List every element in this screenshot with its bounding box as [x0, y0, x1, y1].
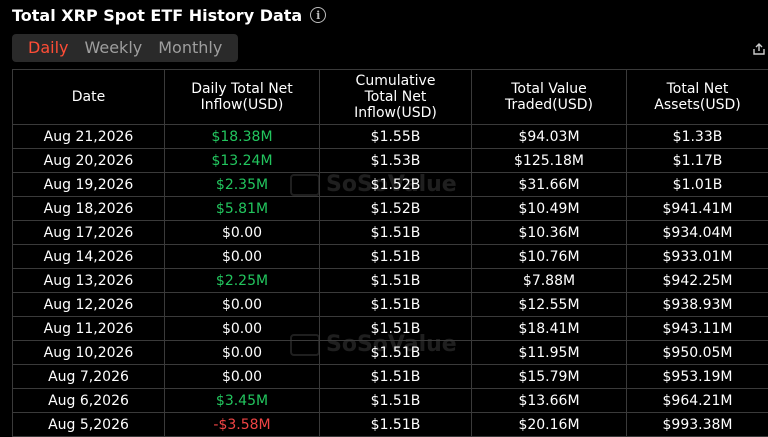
cell-cumulative-inflow: $1.51B	[320, 413, 472, 437]
cell-cumulative-inflow: $1.51B	[320, 293, 472, 317]
cell-net-assets: $943.11M	[627, 317, 768, 341]
header-cumulative-inflow[interactable]: Cumulative Total Net Inflow(USD)	[320, 70, 472, 125]
header-value-traded-label: Total Value Traded(USD)	[489, 81, 609, 113]
header-net-assets-label: Total Net Assets(USD)	[640, 81, 755, 113]
cell-value-traded: $7.88M	[472, 269, 627, 293]
table-row: Aug 6,2026$3.45M$1.51B$13.66M$964.21M	[13, 389, 768, 413]
info-icon[interactable]: i	[310, 7, 326, 23]
cell-date: Aug 21,2026	[13, 125, 165, 149]
cell-cumulative-inflow: $1.51B	[320, 365, 472, 389]
cell-net-assets: $1.33B	[627, 125, 768, 149]
cell-daily-inflow: $2.35M	[165, 173, 320, 197]
table-row: Aug 18,2026$5.81M$1.52B$10.49M$941.41M	[13, 197, 768, 221]
cell-daily-inflow: $0.00	[165, 221, 320, 245]
cell-date: Aug 20,2026	[13, 149, 165, 173]
cell-value-traded: $18.41M	[472, 317, 627, 341]
cell-value-traded: $10.76M	[472, 245, 627, 269]
cell-value-traded: $125.18M	[472, 149, 627, 173]
cell-daily-inflow: $5.81M	[165, 197, 320, 221]
cell-date: Aug 18,2026	[13, 197, 165, 221]
cell-cumulative-inflow: $1.53B	[320, 149, 472, 173]
cell-net-assets: $938.93M	[627, 293, 768, 317]
cell-cumulative-inflow: $1.51B	[320, 341, 472, 365]
cell-net-assets: $953.19M	[627, 365, 768, 389]
cell-date: Aug 13,2026	[13, 269, 165, 293]
table-row: Aug 20,2026$13.24M$1.53B$125.18M$1.17B	[13, 149, 768, 173]
cell-date: Aug 17,2026	[13, 221, 165, 245]
cell-daily-inflow: $13.24M	[165, 149, 320, 173]
cell-net-assets: $941.41M	[627, 197, 768, 221]
cell-value-traded: $11.95M	[472, 341, 627, 365]
cell-date: Aug 10,2026	[13, 341, 165, 365]
header-daily-inflow-label: Daily Total Net Inflow(USD)	[177, 81, 307, 113]
table-row: Aug 21,2026$18.38M$1.55B$94.03M$1.33B	[13, 125, 768, 149]
cell-net-assets: $1.01B	[627, 173, 768, 197]
cell-net-assets: $933.01M	[627, 245, 768, 269]
cell-daily-inflow: $0.00	[165, 245, 320, 269]
cell-daily-inflow: $3.45M	[165, 389, 320, 413]
table-row: Aug 7,2026$0.00$1.51B$15.79M$953.19M	[13, 365, 768, 389]
cell-cumulative-inflow: $1.52B	[320, 197, 472, 221]
header-daily-inflow[interactable]: Daily Total Net Inflow(USD)	[165, 70, 320, 125]
cell-cumulative-inflow: $1.51B	[320, 389, 472, 413]
cell-value-traded: $20.16M	[472, 413, 627, 437]
cell-daily-inflow: $0.00	[165, 341, 320, 365]
header-net-assets[interactable]: Total Net Assets(USD)	[627, 70, 768, 125]
cell-cumulative-inflow: $1.51B	[320, 221, 472, 245]
table-header-row: Date Daily Total Net Inflow(USD) Cumulat…	[13, 70, 768, 125]
header-date[interactable]: Date	[13, 70, 165, 125]
cell-cumulative-inflow: $1.51B	[320, 245, 472, 269]
cell-value-traded: $31.66M	[472, 173, 627, 197]
cell-value-traded: $94.03M	[472, 125, 627, 149]
cell-cumulative-inflow: $1.51B	[320, 269, 472, 293]
table-row: Aug 10,2026$0.00$1.51B$11.95M$950.05M	[13, 341, 768, 365]
cell-daily-inflow: -$3.58M	[165, 413, 320, 437]
table-row: Aug 17,2026$0.00$1.51B$10.36M$934.04M	[13, 221, 768, 245]
cell-date: Aug 12,2026	[13, 293, 165, 317]
page-title: Total XRP Spot ETF History Data	[12, 6, 302, 25]
cell-date: Aug 19,2026	[13, 173, 165, 197]
tab-daily[interactable]: Daily	[20, 34, 76, 62]
cell-date: Aug 6,2026	[13, 389, 165, 413]
cell-net-assets: $1.17B	[627, 149, 768, 173]
cell-value-traded: $15.79M	[472, 365, 627, 389]
etf-history-table: Date Daily Total Net Inflow(USD) Cumulat…	[12, 69, 768, 437]
share-icon[interactable]	[752, 42, 766, 56]
cell-value-traded: $10.36M	[472, 221, 627, 245]
table-row: Aug 5,2026-$3.58M$1.51B$20.16M$993.38M	[13, 413, 768, 437]
title-row: Total XRP Spot ETF History Data i	[12, 4, 326, 26]
cell-cumulative-inflow: $1.52B	[320, 173, 472, 197]
cell-daily-inflow: $0.00	[165, 293, 320, 317]
cell-daily-inflow: $0.00	[165, 365, 320, 389]
table-row: Aug 13,2026$2.25M$1.51B$7.88M$942.25M	[13, 269, 768, 293]
table-row: Aug 12,2026$0.00$1.51B$12.55M$938.93M	[13, 293, 768, 317]
table-row: Aug 11,2026$0.00$1.51B$18.41M$943.11M	[13, 317, 768, 341]
cell-daily-inflow: $0.00	[165, 317, 320, 341]
cell-daily-inflow: $2.25M	[165, 269, 320, 293]
cell-value-traded: $10.49M	[472, 197, 627, 221]
table-row: Aug 14,2026$0.00$1.51B$10.76M$933.01M	[13, 245, 768, 269]
header-value-traded[interactable]: Total Value Traded(USD)	[472, 70, 627, 125]
cell-net-assets: $950.05M	[627, 341, 768, 365]
cell-date: Aug 11,2026	[13, 317, 165, 341]
cell-date: Aug 5,2026	[13, 413, 165, 437]
cell-net-assets: $993.38M	[627, 413, 768, 437]
cell-net-assets: $934.04M	[627, 221, 768, 245]
cell-cumulative-inflow: $1.51B	[320, 317, 472, 341]
cell-date: Aug 14,2026	[13, 245, 165, 269]
period-tabs: Daily Weekly Monthly	[12, 34, 238, 62]
cell-value-traded: $12.55M	[472, 293, 627, 317]
cell-value-traded: $13.66M	[472, 389, 627, 413]
tab-weekly[interactable]: Weekly	[76, 34, 150, 62]
header-cumulative-inflow-label: Cumulative Total Net Inflow(USD)	[341, 73, 451, 121]
table-row: Aug 19,2026$2.35M$1.52B$31.66M$1.01B	[13, 173, 768, 197]
cell-cumulative-inflow: $1.55B	[320, 125, 472, 149]
cell-net-assets: $942.25M	[627, 269, 768, 293]
tab-monthly[interactable]: Monthly	[150, 34, 230, 62]
cell-net-assets: $964.21M	[627, 389, 768, 413]
cell-daily-inflow: $18.38M	[165, 125, 320, 149]
cell-date: Aug 7,2026	[13, 365, 165, 389]
